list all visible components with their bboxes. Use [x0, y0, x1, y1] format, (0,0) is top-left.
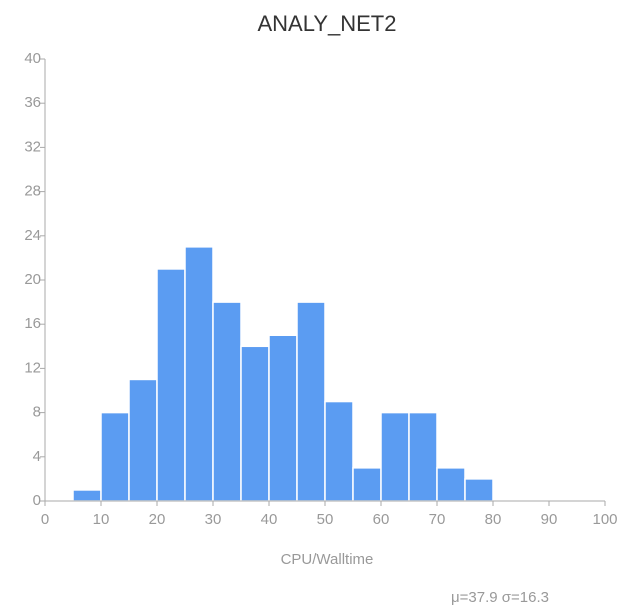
x-tick-label: 100	[592, 511, 617, 528]
y-tick-label: 24	[24, 227, 41, 244]
bar	[436, 467, 466, 502]
y-tick-label: 0	[33, 492, 41, 509]
x-tick-label: 20	[149, 511, 166, 528]
bar	[464, 478, 494, 502]
x-tick-label: 30	[205, 511, 222, 528]
bar	[380, 411, 410, 502]
bar	[100, 411, 130, 502]
bar	[408, 411, 438, 502]
y-tick-label: 36	[24, 94, 41, 111]
y-tick-label: 8	[33, 404, 41, 421]
y-tick-label: 28	[24, 183, 41, 200]
bar	[184, 246, 214, 502]
x-tick-label: 50	[317, 511, 334, 528]
x-tick-label: 40	[261, 511, 278, 528]
y-tick-label: 12	[24, 359, 41, 376]
y-tick-label: 40	[24, 50, 41, 67]
x-tick-label: 70	[429, 511, 446, 528]
bar	[296, 301, 326, 502]
x-tick-label: 10	[93, 511, 110, 528]
y-tick-label: 20	[24, 271, 41, 288]
bar	[128, 378, 158, 502]
x-tick-label: 80	[485, 511, 502, 528]
bar	[324, 400, 354, 502]
x-tick-label: 60	[373, 511, 390, 528]
bar	[212, 301, 242, 502]
y-tick-label: 4	[33, 448, 41, 465]
y-tick-label: 32	[24, 138, 41, 155]
annotation: μ=37.9 σ=16.3	[451, 589, 549, 606]
bar	[72, 489, 102, 502]
bar	[156, 268, 186, 502]
chart-title: ANALY_NET2	[258, 11, 397, 36]
x-axis-label: CPU/Walltime	[281, 551, 374, 568]
x-tick-label: 0	[41, 511, 49, 528]
bar	[352, 467, 382, 502]
y-tick-label: 16	[24, 315, 41, 332]
x-tick-label: 90	[541, 511, 558, 528]
bar	[268, 334, 298, 502]
bar	[240, 345, 270, 502]
